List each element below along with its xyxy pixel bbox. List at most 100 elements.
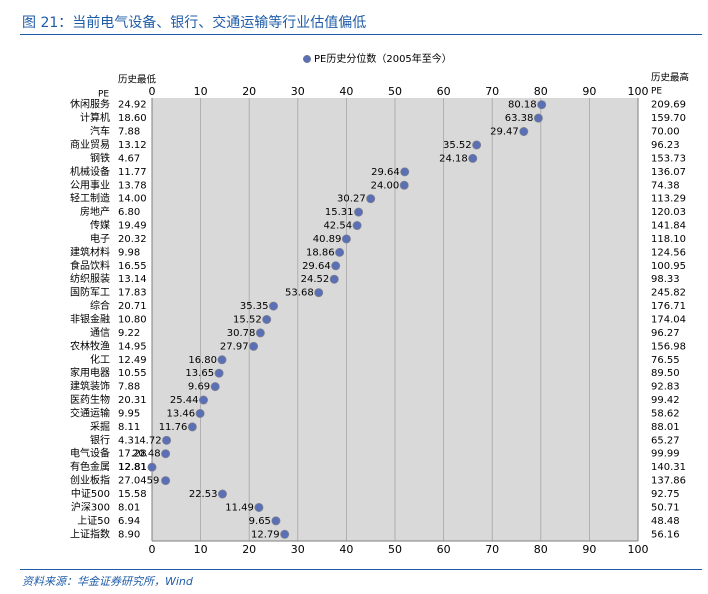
data-label: 20.48: [132, 449, 161, 460]
high-pe-value: 92.75: [651, 489, 680, 500]
left-header: 历史最低: [118, 74, 157, 86]
category-label: 农林牧渔: [70, 339, 110, 352]
x-tick-label-top: 70: [485, 85, 499, 98]
data-point: [217, 355, 227, 365]
data-label: 29.64: [371, 167, 400, 178]
category-label: 上证50: [77, 515, 110, 527]
data-label: 11.49: [225, 502, 254, 513]
data-label: 12.81: [118, 462, 147, 473]
x-tick-label-bottom: 40: [339, 543, 353, 556]
category-label: 电气设备: [70, 447, 110, 460]
data-label: 42.54: [323, 221, 352, 232]
figure-title: 图 21：当前电气设备、银行、交通运输等行业估值偏低: [22, 15, 367, 31]
category-label: 建筑材料: [70, 245, 110, 258]
data-label: 16.80: [188, 355, 217, 366]
data-label: 24.18: [439, 153, 468, 164]
low-pe-value: 8.90: [118, 529, 140, 540]
category-label: 家用电器: [70, 366, 110, 379]
high-pe-value: 141.84: [651, 221, 686, 232]
category-label: 汽车: [90, 125, 110, 138]
data-point: [366, 194, 376, 204]
low-pe-value: 9.98: [118, 247, 140, 258]
data-point: [472, 140, 482, 150]
high-pe-value: 48.48: [651, 516, 680, 527]
data-point: [400, 167, 410, 177]
category-label: 上证指数: [70, 527, 110, 540]
data-point: [399, 180, 409, 190]
data-point: [255, 328, 265, 338]
data-point: [519, 127, 529, 137]
data-point: [199, 395, 209, 405]
x-tick-label-top: 0: [149, 85, 156, 98]
data-point: [161, 476, 171, 486]
data-point: [217, 489, 227, 499]
data-point: [262, 314, 272, 324]
data-point: [468, 153, 478, 163]
high-pe-value: 96.23: [651, 140, 680, 151]
low-pe-value: 14.00: [118, 194, 147, 205]
high-pe-value: 140.31: [651, 462, 686, 473]
data-label: 24.52: [301, 274, 330, 285]
data-point: [537, 100, 547, 110]
data-label: 80.18: [508, 100, 537, 111]
x-tick-label-bottom: 80: [534, 543, 548, 556]
x-tick-label-top: 90: [582, 85, 596, 98]
low-pe-value: 10.80: [118, 315, 147, 326]
data-label: 29.47: [490, 127, 519, 138]
high-pe-value: 153.73: [651, 153, 686, 164]
data-label: 30.78: [227, 328, 256, 339]
high-pe-value: 58.62: [651, 408, 680, 419]
data-label: 9.69: [188, 382, 210, 393]
high-pe-value: 245.82: [651, 288, 686, 299]
data-point: [147, 462, 157, 472]
category-label: 通信: [90, 327, 110, 339]
low-pe-value: 11.77: [118, 167, 147, 178]
low-pe-value: 7.88: [118, 382, 140, 393]
data-point: [354, 207, 364, 217]
high-pe-value: 156.98: [651, 341, 686, 352]
data-label: 18.86: [306, 247, 335, 258]
x-tick-label-bottom: 60: [437, 543, 451, 556]
x-tick-label-top: 30: [291, 85, 305, 98]
data-point: [271, 516, 281, 526]
category-label: 商业贸易: [70, 138, 110, 151]
category-label: 采掘: [90, 420, 110, 433]
high-pe-value: 176.71: [651, 301, 686, 312]
data-point: [214, 368, 224, 378]
category-label: 机械设备: [70, 165, 110, 178]
data-point: [314, 288, 324, 298]
x-tick-label-top: 100: [628, 85, 649, 98]
data-label: 12.79: [251, 529, 280, 540]
data-point: [162, 435, 172, 445]
high-pe-value: 120.03: [651, 207, 686, 218]
data-label: 22.53: [189, 489, 218, 500]
low-pe-value: 17.83: [118, 288, 147, 299]
source-text: 资料来源：华金证券研究所，Wind: [22, 575, 193, 588]
data-point: [329, 274, 339, 284]
high-pe-value: 70.00: [651, 127, 680, 138]
data-point: [249, 341, 259, 351]
data-label: 13.46: [166, 408, 195, 419]
low-pe-value: 4.31: [118, 435, 140, 446]
high-pe-value: 159.70: [651, 113, 686, 124]
data-label: 40.89: [313, 234, 342, 245]
category-label: 纺织服装: [70, 272, 110, 285]
data-label: 63.38: [505, 113, 534, 124]
low-pe-value: 20.71: [118, 301, 147, 312]
low-pe-value: 9.22: [118, 328, 140, 339]
data-point: [254, 502, 264, 512]
category-label: 建筑装饰: [70, 380, 110, 393]
x-tick-label-top: 20: [242, 85, 256, 98]
data-point: [195, 408, 205, 418]
x-tick-label-bottom: 70: [485, 543, 499, 556]
high-pe-value: 209.69: [651, 100, 686, 111]
low-pe-value: 27.0459: [118, 476, 159, 487]
category-label: 医药生物: [70, 393, 110, 406]
source-rule: [20, 569, 702, 570]
x-tick-label-bottom: 30: [291, 543, 305, 556]
high-pe-value: 118.10: [651, 234, 686, 245]
category-label: 综合: [90, 299, 110, 312]
low-pe-value: 15.58: [118, 489, 147, 500]
data-point: [161, 449, 171, 459]
data-label: 25.44: [170, 395, 199, 406]
